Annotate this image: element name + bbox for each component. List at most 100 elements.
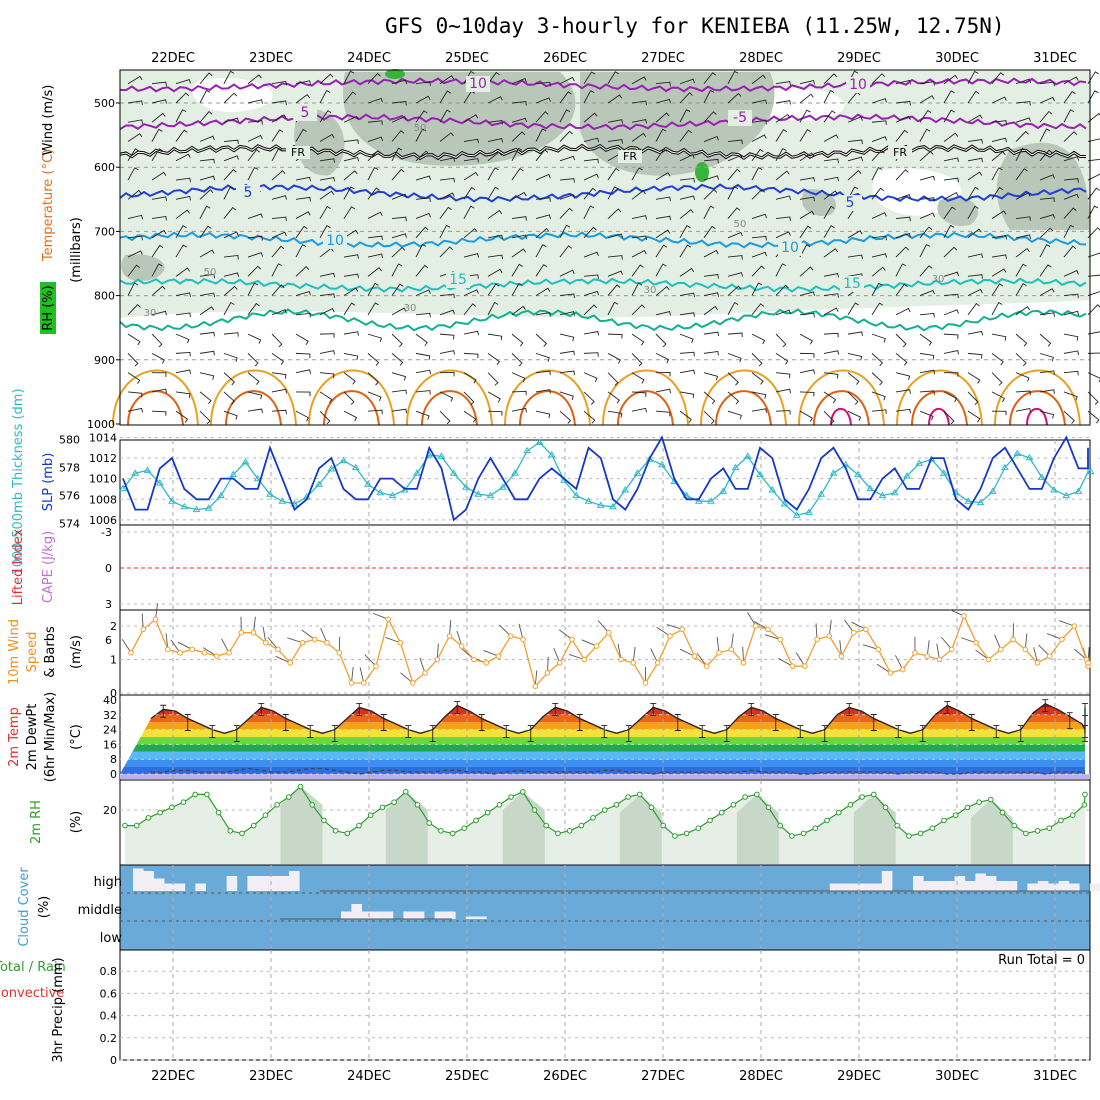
wind-barb [631, 333, 645, 346]
wind-barb [295, 211, 311, 219]
wind-barb [127, 214, 143, 220]
pressure-tick-label: 800 [94, 290, 115, 303]
thickness-marker [449, 469, 458, 476]
wind10m-marker [446, 633, 453, 639]
wind10m-marker [556, 660, 563, 666]
wind-barb [775, 333, 787, 348]
wind-barb [775, 309, 792, 316]
wind-barb [1015, 147, 1027, 161]
wind-barb [487, 186, 499, 200]
rh2m-marker [976, 799, 982, 806]
wind-barb [367, 333, 382, 343]
wind-barb [943, 191, 959, 200]
wind-barb [511, 248, 527, 258]
wind-barb [655, 112, 670, 123]
rh2m-marker [192, 791, 198, 798]
wind-barb [559, 269, 575, 277]
wind-barb [583, 251, 599, 258]
cloud-level-middle: middle [78, 903, 122, 918]
wind-barb [199, 249, 215, 258]
temp-contour-15 [119, 277, 1087, 293]
wind-barb [607, 233, 624, 239]
rh2m-marker [695, 825, 702, 832]
wind-barb [271, 80, 287, 86]
wind-barb [535, 333, 548, 347]
wind10m-marker [348, 680, 355, 686]
wind-barb [511, 191, 527, 200]
wind-barb [967, 90, 980, 104]
wind10m-marker [201, 650, 208, 656]
wind-barb [463, 303, 477, 316]
wind-barb [511, 390, 527, 396]
wind-barb [943, 293, 959, 299]
rh2m-marker [449, 830, 456, 837]
wind-barb [823, 134, 839, 142]
cloud-middle-bar [351, 904, 362, 919]
minmax-bar [184, 714, 191, 731]
thickness-marker [645, 455, 654, 462]
wind-barb [223, 206, 237, 219]
wind-barb [439, 350, 455, 355]
wind-barb [511, 353, 523, 367]
wind-barb [391, 246, 406, 258]
wind-barb [1087, 112, 1100, 123]
wind-barb [1015, 306, 1031, 316]
contour-label-bg [888, 146, 912, 159]
wind-barb [583, 205, 595, 219]
thickness-marker [915, 459, 924, 466]
minmax-bar [160, 704, 167, 718]
pressure-axis-title: (millibars) [69, 217, 84, 283]
wind-barb [127, 282, 139, 296]
wind-barb [991, 301, 1003, 316]
thickness-marker [596, 501, 605, 508]
wind-barb [127, 148, 140, 162]
wind-barb [607, 167, 620, 181]
wind-barb [847, 230, 863, 239]
thickness-marker [315, 480, 323, 487]
rh2m-marker [730, 802, 737, 808]
precip-tick-label: 0 [110, 1054, 117, 1067]
wind-barb [199, 189, 214, 200]
wind-barb [343, 331, 359, 336]
cloud-high-bar [289, 871, 300, 891]
wind10m-marker [164, 646, 171, 653]
contour-label-bg [728, 110, 752, 126]
slp-tick-label: 1012 [89, 452, 117, 465]
wind-barb [247, 235, 263, 241]
wind-barb [943, 391, 958, 403]
cloud-high-bar [840, 883, 851, 891]
thickness-marker [1001, 463, 1009, 471]
rh2m-marker [321, 817, 327, 824]
temp-contour-10 [119, 231, 1087, 249]
wind-barb [247, 99, 263, 104]
wind-barb [271, 372, 287, 379]
wind-barb [319, 225, 331, 239]
wind-barb [967, 171, 983, 181]
wind-barb [919, 312, 935, 318]
wind-barb [127, 189, 142, 200]
wind10m-marker [593, 643, 600, 649]
wind-barb [919, 175, 935, 181]
minmax-bar [870, 714, 877, 731]
rh2m-peak-shade [736, 794, 779, 864]
wind-barb [295, 410, 310, 422]
wind-barb [607, 255, 623, 260]
wind-barb [679, 195, 695, 201]
rh-high-spot [385, 69, 405, 79]
wind-barb [487, 353, 501, 366]
wind-barb [559, 194, 575, 200]
wind-barb [367, 97, 383, 104]
temp-contour-30 [1009, 390, 1066, 426]
slp-thickness-panel: 1006 1008 1010 1012 1014 574 576 578 580 [59, 431, 1100, 531]
wind-barb [727, 272, 744, 277]
rh2m-marker [250, 822, 257, 829]
cloud-high-bar [871, 883, 882, 891]
rh2m-marker [601, 807, 608, 813]
wind-barb [1063, 391, 1078, 401]
slp-tick-label: 1006 [89, 514, 117, 527]
rh2m-marker [625, 794, 631, 800]
wind-barb [703, 225, 716, 239]
thickness-marker [437, 452, 446, 459]
cloud-high-bar [226, 876, 238, 891]
wind-barb [631, 391, 647, 397]
